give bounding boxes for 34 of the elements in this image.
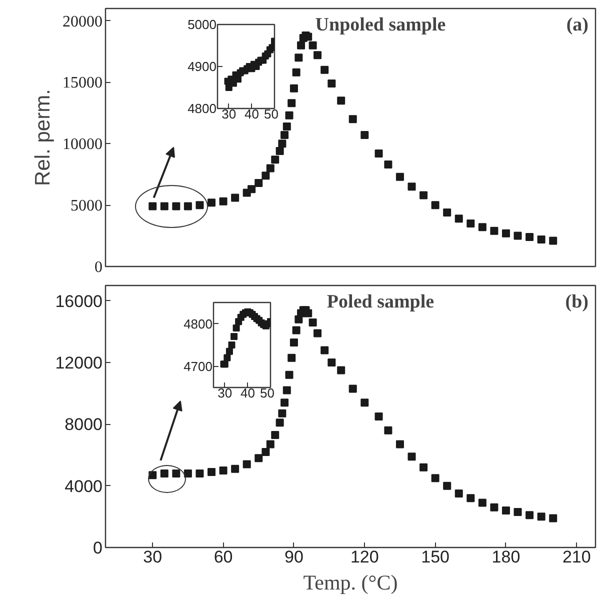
annotation: Poled sample: [326, 292, 434, 312]
x-tick-label: 120: [350, 548, 379, 566]
annotation: (b): [565, 292, 589, 312]
x-tick-label: 40: [244, 106, 259, 122]
x-tick-label: 150: [421, 548, 450, 566]
annotation: (a): [566, 14, 588, 36]
x-tick-label: 40: [240, 386, 255, 400]
y-tick-label: 5000: [188, 17, 216, 32]
y-tick-label: 0: [94, 259, 102, 276]
x-tick-label: 50: [260, 386, 275, 400]
y-tick-label: 16000: [55, 292, 103, 311]
y-tick-label: 4700: [184, 358, 212, 374]
x-axis-title: Temp. (°C): [303, 570, 398, 594]
x-tick-label: 180: [492, 548, 520, 566]
x-tick-label: 30: [143, 548, 162, 566]
x-tick-label: 210: [562, 548, 591, 566]
y-tick-label: 12000: [55, 354, 103, 373]
x-tick-label: 90: [284, 548, 304, 566]
y-tick-label: 20000: [62, 13, 102, 30]
y-tick-label: 5000: [70, 198, 102, 215]
x-tick-label: 50: [264, 106, 279, 122]
x-tick-label: 60: [214, 548, 233, 566]
y-tick-label: 4000: [64, 476, 103, 496]
annotation: Unpoled sample: [315, 14, 446, 36]
y-tick-label: 4900: [188, 59, 216, 74]
x-tick-label: 30: [222, 106, 236, 122]
x-tick-label: 30: [218, 386, 232, 400]
y-tick-label: 4800: [184, 316, 212, 332]
y-tick-label: 4800: [188, 101, 216, 116]
y-tick-label: 0: [93, 538, 103, 558]
y-tick-label: 8000: [64, 415, 103, 434]
y-axis-title: Rel. perm.: [32, 89, 54, 186]
y-tick-label: 10000: [62, 136, 102, 154]
y-tick-label: 15000: [62, 74, 102, 92]
